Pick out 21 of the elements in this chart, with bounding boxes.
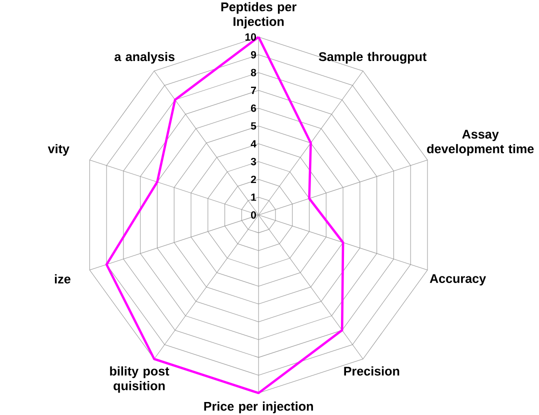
spoke-label: a analysis — [114, 52, 174, 64]
spoke-label: bility post quisition — [110, 366, 170, 393]
spoke-label: Price per injection — [204, 401, 313, 414]
spoke-label: Assay development time — [427, 130, 534, 156]
y-tick-label: 4 — [250, 140, 256, 148]
y-tick-label: 2 — [250, 176, 256, 183]
y-tick-label: 6 — [250, 104, 256, 112]
y-tick-label: 9 — [250, 50, 256, 58]
spoke-label: Sample througput — [318, 52, 427, 64]
y-tick-label: 3 — [250, 158, 256, 166]
spoke-label: Peptides per Injection — [221, 2, 296, 28]
spoke-label: Accuracy — [430, 274, 486, 286]
y-tick-label: 8 — [250, 68, 256, 76]
spoke-label: Precision — [344, 366, 400, 376]
y-tick-label: 5 — [250, 122, 256, 130]
y-tick-label: 10 — [245, 33, 256, 41]
y-tick-label: 7 — [251, 86, 256, 94]
spoke-label: ize — [54, 274, 70, 284]
spoke-label: vity — [48, 144, 70, 156]
y-tick-label: 1 — [251, 193, 256, 201]
y-tick-label: 0 — [251, 211, 256, 219]
